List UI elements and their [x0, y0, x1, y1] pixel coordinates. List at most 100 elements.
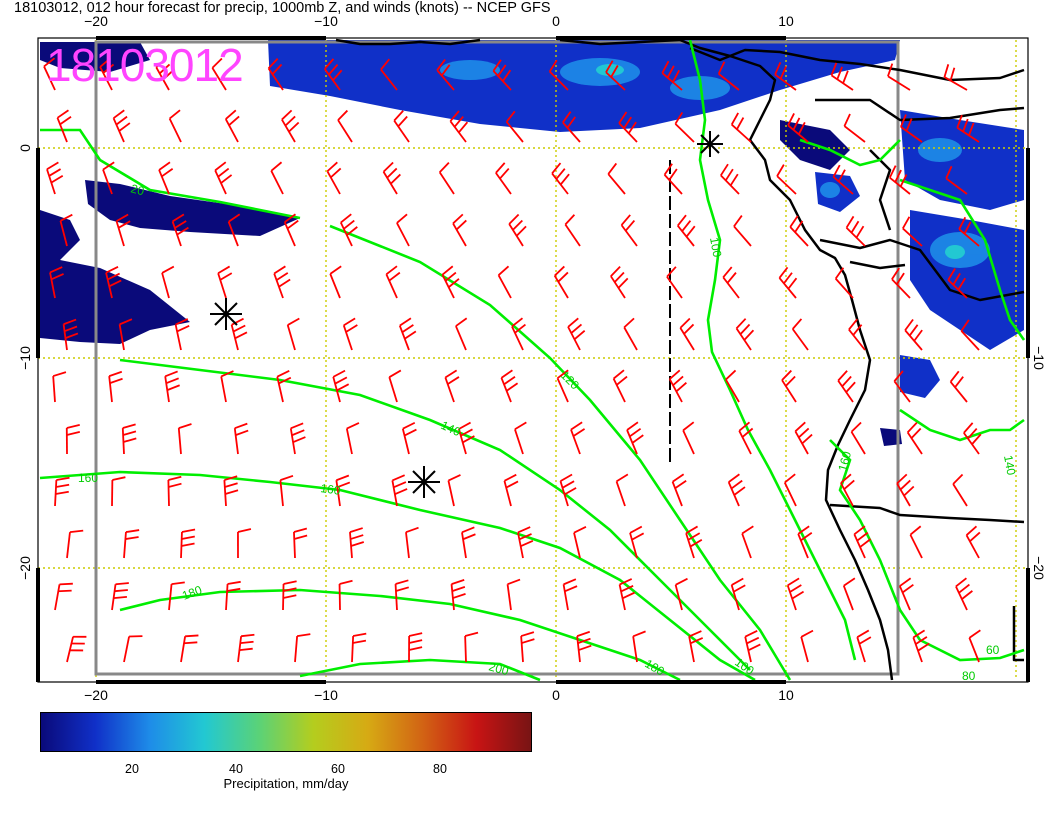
wind-barb [781, 369, 797, 403]
wind-barb [744, 630, 761, 663]
wind-barb [787, 113, 809, 143]
wind-barb [505, 110, 524, 143]
wind-barb [180, 634, 199, 663]
wind-barb [438, 162, 455, 195]
wind-barb [99, 57, 115, 91]
wind-barb [576, 630, 592, 663]
wind-barb [497, 265, 512, 299]
x-tick-bottom: 0 [552, 687, 560, 700]
wind-barb [66, 529, 84, 559]
wind-barb [899, 577, 914, 611]
wind-barb [230, 317, 248, 351]
map-frame [37, 37, 1029, 683]
wind-barb [685, 525, 703, 559]
contour-label: 140 [1001, 454, 1018, 476]
wind-barb [495, 162, 512, 195]
wind-barb [46, 161, 64, 195]
wind-barbs [43, 57, 982, 663]
wind-barb [968, 629, 981, 663]
wind-barb [896, 473, 915, 507]
wind-barb [666, 266, 683, 299]
x-tick-top: 10 [778, 13, 794, 29]
wind-barb [211, 57, 227, 91]
wind-barb [385, 265, 401, 299]
wind-barb [405, 526, 419, 559]
axis-labels: −20 −10 0 10 −20 −10 0 10 0 −10 −20 −10 … [17, 13, 1047, 700]
contour-label: 20 [129, 181, 146, 198]
wind-barb [398, 317, 417, 351]
wind-barb [388, 369, 402, 403]
wind-barb [155, 57, 174, 91]
colorbar-tick: 40 [229, 762, 243, 776]
wind-barb [797, 525, 813, 559]
wind-barb [326, 161, 342, 195]
wind-barb [289, 422, 306, 455]
wind-barb [720, 163, 740, 195]
wind-barb [339, 213, 358, 247]
wind-barb [661, 60, 683, 91]
wind-barb [956, 114, 980, 143]
wind-barb [618, 578, 635, 611]
wind-barb [794, 421, 813, 455]
wind-barb [912, 629, 930, 663]
wind-barb [567, 317, 586, 351]
wind-barb [171, 213, 189, 247]
x-tick-bottom: 10 [778, 687, 794, 700]
wind-barb [791, 318, 809, 351]
wind-barb [888, 165, 911, 195]
wind-barb [342, 317, 358, 351]
wind-barb [958, 216, 980, 247]
wind-barb [396, 213, 410, 247]
wind-barb [281, 109, 300, 143]
wind-barb [62, 318, 79, 351]
wind-barb [123, 635, 143, 663]
wind-barb [735, 318, 755, 351]
wind-barb [776, 164, 797, 195]
wind-barb [270, 161, 284, 195]
wind-barb [909, 525, 923, 559]
wind-barb [677, 214, 696, 247]
wind-barb [774, 61, 797, 91]
wind-barb [570, 421, 586, 455]
wind-barb [168, 109, 182, 143]
wind-barb [382, 161, 401, 195]
precip-coast-3 [900, 355, 940, 398]
wind-barb [725, 369, 740, 403]
wind-barb [65, 424, 81, 455]
wind-barb [856, 629, 872, 663]
wind-barb [733, 215, 752, 247]
y-tick-left: 0 [17, 144, 33, 152]
wind-barb [118, 318, 133, 351]
wind-barb [458, 421, 475, 455]
wind-barb [514, 421, 527, 455]
wind-barb [174, 318, 190, 351]
wind-barb [741, 525, 754, 559]
wind-barb [548, 59, 569, 91]
wind-barb [783, 473, 797, 507]
wind-barb [947, 268, 968, 299]
wind-barb [294, 633, 311, 663]
wind-barb [620, 214, 638, 247]
wind-barb [112, 109, 131, 143]
wind-barb [674, 577, 688, 611]
wind-barb [553, 265, 569, 299]
wind-barb [845, 215, 866, 247]
wind-barb [902, 216, 923, 247]
wind-barb [674, 111, 695, 143]
precip-east-1 [900, 110, 1024, 210]
wind-barb [329, 265, 342, 299]
wind-barb [332, 369, 350, 403]
wind-barb [506, 578, 521, 611]
wind-barb [955, 577, 973, 611]
wind-barb [111, 582, 129, 611]
wind-barb [722, 266, 740, 299]
wind-barb [338, 579, 353, 611]
wind-barb [449, 110, 469, 143]
wind-barb [391, 474, 408, 507]
wind-barb [233, 422, 249, 455]
wind-barb [551, 162, 570, 195]
wind-barb [629, 525, 645, 559]
coastline [335, 38, 1025, 681]
star-markers [210, 131, 723, 498]
wind-barb [562, 111, 581, 143]
